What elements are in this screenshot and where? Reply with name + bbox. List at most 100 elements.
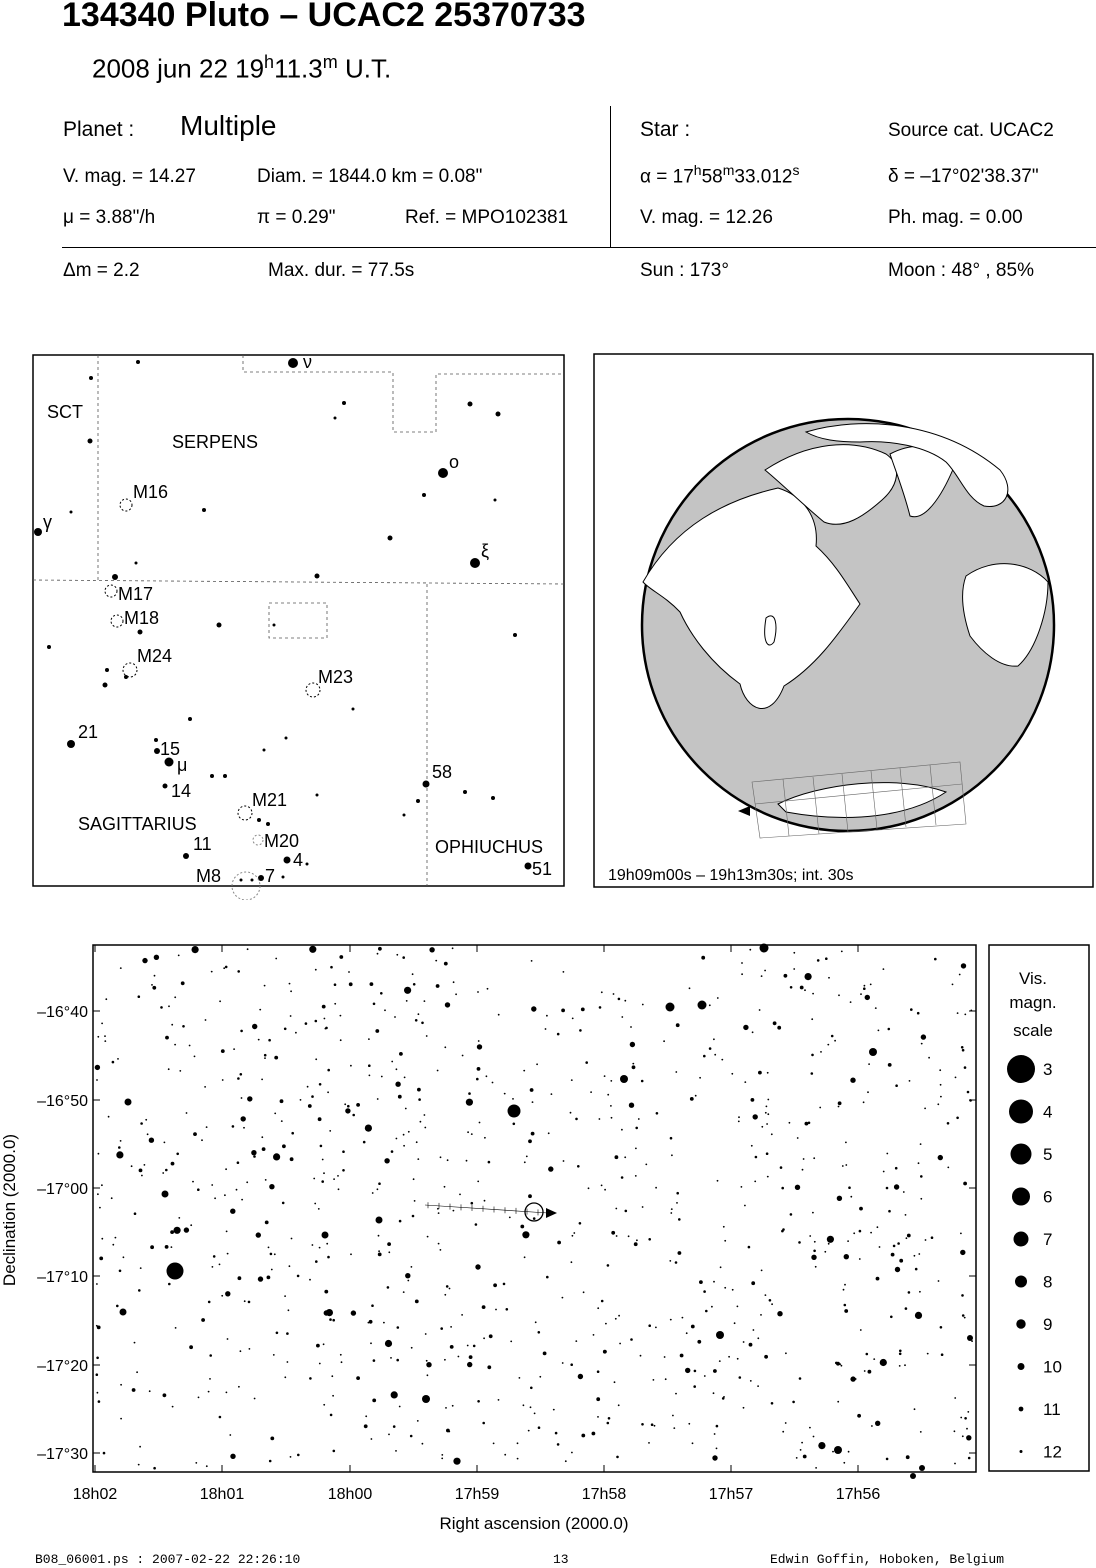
chart-star — [699, 1280, 703, 1284]
finder-star-16 — [134, 561, 138, 565]
chart-star — [289, 1157, 294, 1162]
chart-star — [960, 1249, 966, 1256]
chart-star — [640, 1079, 644, 1083]
chart-star — [716, 997, 719, 999]
chart-star — [676, 1202, 678, 1204]
chart-star — [368, 1038, 370, 1040]
chart-star — [523, 1069, 526, 1072]
chart-star — [882, 968, 885, 970]
chart-star — [412, 1178, 415, 1181]
chart-star — [812, 1211, 814, 1214]
chart-star — [145, 1118, 148, 1121]
chart-star — [828, 976, 830, 979]
planet-name: Multiple — [180, 110, 277, 141]
chart-star — [557, 1240, 561, 1245]
chart-star — [887, 1063, 892, 1067]
chart-star — [914, 1311, 923, 1319]
chart-star — [317, 1208, 320, 1210]
chart-star — [816, 959, 820, 962]
finder-star-29 — [67, 740, 75, 748]
event-datetime: 2008 jun 22 19h11.3m U.T. — [92, 52, 391, 85]
chart-star — [934, 957, 937, 961]
finder-star-31 — [154, 748, 160, 754]
chart-star — [869, 983, 872, 986]
chart-star — [598, 1118, 601, 1120]
finder-star-49 — [524, 862, 532, 870]
chart-star — [497, 1013, 500, 1016]
chart-star — [867, 1369, 872, 1374]
chart-star — [138, 1168, 143, 1173]
chart-star — [253, 1397, 256, 1400]
chart-star — [424, 1333, 427, 1335]
chart-star — [579, 1029, 582, 1032]
chart-star — [421, 1442, 424, 1445]
chart-star — [652, 1379, 655, 1381]
chart-star — [895, 1084, 898, 1087]
chart-star — [575, 1340, 578, 1342]
chart-star — [844, 1283, 846, 1286]
chart-star — [850, 1376, 856, 1382]
chart-star — [340, 1361, 343, 1364]
chart-star — [170, 1161, 175, 1166]
chart-star — [110, 1197, 113, 1200]
chart-star — [407, 1279, 410, 1282]
chart-star — [306, 1085, 309, 1088]
chart-star — [314, 1019, 318, 1023]
chart-star — [363, 1424, 368, 1429]
constellation-sagittarius: SAGITTARIUS — [78, 814, 197, 834]
chart-star — [815, 1467, 817, 1469]
chart-star — [605, 1322, 607, 1325]
chart-star — [146, 1133, 149, 1136]
chart-star — [122, 1256, 125, 1259]
label-m17: M17 — [118, 584, 153, 604]
chart-star — [508, 1216, 511, 1219]
chart-star — [703, 1054, 706, 1058]
chart-star — [512, 1122, 516, 1126]
chart-star — [582, 1291, 585, 1294]
m21-cluster-icon — [237, 805, 253, 821]
chart-star — [516, 1457, 519, 1460]
chart-star — [240, 1097, 243, 1099]
chart-star — [591, 1431, 596, 1436]
chart-star — [475, 1264, 481, 1270]
chart-star — [225, 1168, 228, 1171]
chart-star — [523, 1256, 526, 1259]
chart-star — [937, 1103, 940, 1106]
chart-star — [641, 1206, 644, 1208]
magnitude-drop: Δm = 2.2 — [63, 260, 140, 281]
chart-star — [951, 983, 954, 986]
chart-star — [376, 952, 379, 955]
chart-star — [403, 1076, 406, 1079]
chart-star — [577, 1165, 580, 1168]
chart-star — [693, 1369, 697, 1373]
chart-star — [946, 1122, 950, 1125]
chart-star — [225, 1391, 228, 1394]
minute-unit: m — [322, 52, 338, 72]
chart-star — [205, 1126, 208, 1128]
chart-star — [364, 1124, 372, 1132]
chart-star — [133, 1212, 137, 1215]
chart-star — [766, 1123, 768, 1125]
chart-star — [243, 1300, 246, 1303]
chart-star — [771, 1303, 773, 1306]
chart-star — [789, 1213, 793, 1216]
finder-star-53 — [281, 875, 285, 879]
chart-star — [697, 1339, 702, 1344]
chart-star — [218, 1263, 221, 1266]
chart-star — [160, 1006, 163, 1009]
chart-star — [681, 1316, 684, 1319]
chart-star — [724, 1286, 727, 1289]
chart-star — [918, 1253, 921, 1255]
chart-star — [765, 1152, 769, 1155]
chart-star — [453, 1457, 461, 1465]
chart-star — [212, 1255, 216, 1258]
chart-star — [804, 989, 806, 992]
chart-star — [764, 1354, 768, 1359]
chart-star — [592, 1334, 595, 1336]
arabia-landmass — [764, 444, 897, 525]
chart-star — [96, 1325, 101, 1330]
chart-star — [917, 1162, 920, 1165]
chart-star — [167, 1068, 170, 1071]
chart-star — [802, 1158, 805, 1160]
chart-star — [859, 1206, 863, 1211]
